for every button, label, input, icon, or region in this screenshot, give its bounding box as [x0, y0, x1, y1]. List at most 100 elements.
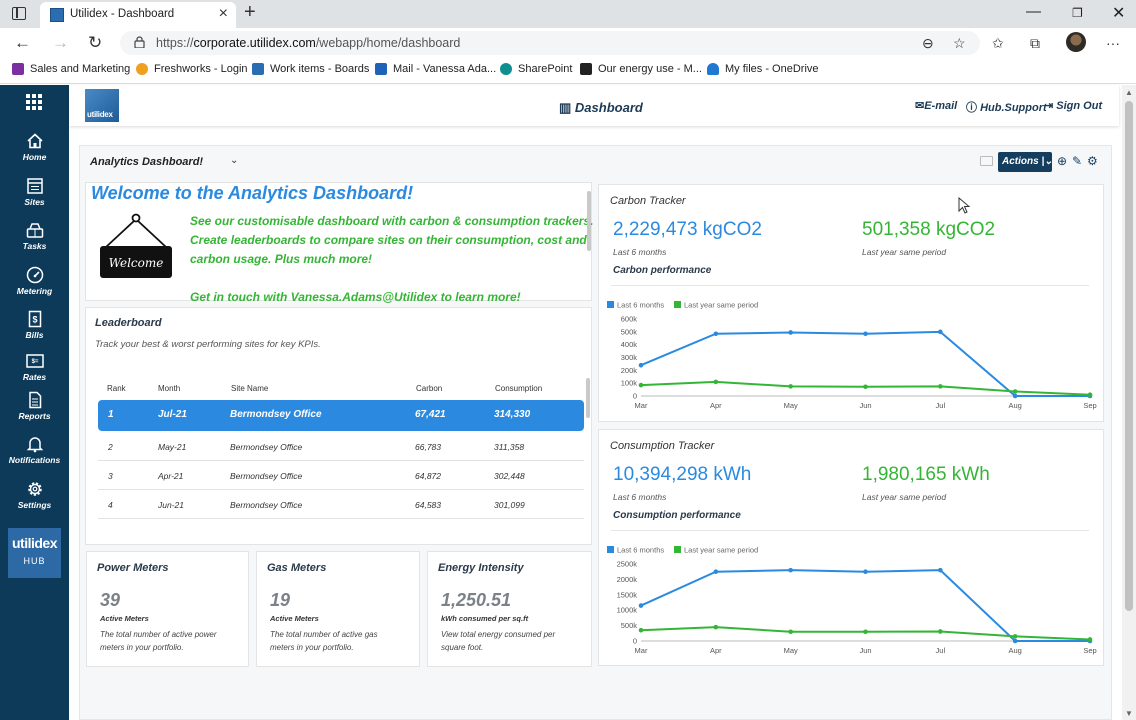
- y-tick-label: 0: [633, 392, 637, 401]
- data-point: [638, 627, 644, 633]
- hub-support-link[interactable]: ⓘ Hub.Support: [966, 102, 1047, 114]
- settings-icon[interactable]: ⚙: [1087, 154, 1098, 168]
- data-point: [863, 384, 868, 390]
- col-carbon[interactable]: Carbon: [416, 384, 443, 393]
- consumption-line-chart[interactable]: Last 6 months Last year same period 2500k 2…: [607, 542, 1102, 664]
- minimize-icon[interactable]: —: [1026, 3, 1041, 20]
- new-tab-icon[interactable]: +: [244, 1, 256, 23]
- carbon-tracker-card: Carbon Tracker 2,229,473 kgCO2 Last 6 mo…: [598, 184, 1104, 422]
- scroll-down-icon[interactable]: ▼: [1125, 709, 1133, 718]
- tab-actions-icon[interactable]: [12, 7, 26, 20]
- gear-icon: [27, 482, 42, 496]
- table-row[interactable]: 4 Jun-21 Bermondsey Office 64,583 301,09…: [98, 490, 584, 519]
- metering-icon: [26, 266, 43, 284]
- profile-avatar[interactable]: [1066, 32, 1086, 52]
- svg-text:$=: $=: [31, 359, 38, 365]
- sidebar-item-settings[interactable]: Settings: [0, 480, 69, 510]
- sidebar-item-tasks[interactable]: Tasks: [0, 221, 69, 251]
- sidebar-item-bills[interactable]: $ Bills: [0, 310, 69, 340]
- fav-onedrive[interactable]: My files - OneDrive: [707, 63, 819, 75]
- data-point: [863, 629, 868, 635]
- app-header: utilidex ▥ Dashboard ✉E-mail ⓘ Hub.Suppo…: [69, 85, 1119, 126]
- fav-sales-marketing[interactable]: Sales and Marketing: [12, 63, 130, 75]
- leaderboard-subtitle: Track your best & worst performing sites…: [95, 339, 321, 350]
- consumption-tracker-card: Consumption Tracker 10,394,298 kWh Last …: [598, 429, 1104, 666]
- more-menu-icon[interactable]: ···: [1106, 35, 1120, 51]
- forward-icon[interactable]: →: [52, 33, 69, 52]
- chevron-down-icon[interactable]: ⌄: [230, 155, 239, 166]
- table-row[interactable]: 1 Jul-21 Bermondsey Office 67,421 314,33…: [98, 400, 584, 431]
- actions-button[interactable]: Actions |⌄: [998, 152, 1053, 172]
- favorite-star-icon[interactable]: ☆: [953, 35, 966, 51]
- y-tick-label: 100k: [621, 379, 638, 388]
- data-point: [788, 330, 793, 335]
- monitor-icon[interactable]: [980, 156, 993, 166]
- table-row[interactable]: 2 May-21 Bermondsey Office 66,783 311,35…: [98, 432, 584, 461]
- power-meters-card[interactable]: Power Meters 39 Active Meters The total …: [86, 551, 249, 667]
- sign-out-link[interactable]: ⇥ Sign Out: [1044, 100, 1103, 112]
- col-month[interactable]: Month: [158, 384, 181, 393]
- scroll-up-icon[interactable]: ▲: [1125, 88, 1133, 97]
- table-row[interactable]: 3 Apr-21 Bermondsey Office 64,872 302,44…: [98, 461, 584, 490]
- data-point: [1087, 392, 1093, 398]
- leaderboard-title: Leaderboard: [95, 317, 162, 329]
- reports-icon: [28, 391, 41, 409]
- sidebar-item-home[interactable]: Home: [0, 132, 69, 162]
- sharepoint-icon: [500, 63, 512, 75]
- welcome-scrollbar[interactable]: [587, 191, 591, 251]
- col-rank[interactable]: Rank: [107, 384, 126, 393]
- edit-icon[interactable]: ✎: [1072, 154, 1083, 168]
- collections-icon[interactable]: ⧉: [1030, 35, 1040, 51]
- data-point: [1012, 634, 1018, 639]
- sidebar-item-reports[interactable]: Reports: [0, 391, 69, 421]
- col-site-name[interactable]: Site Name: [231, 384, 269, 393]
- browser-tab[interactable]: Utilidex - Dashboard ×: [40, 2, 236, 28]
- scroll-thumb[interactable]: [1125, 101, 1133, 611]
- refresh-icon[interactable]: ↻: [88, 33, 103, 52]
- carbon-prev-value: 501,358 kgCO2: [862, 219, 996, 240]
- data-point: [638, 603, 644, 608]
- sidebar-item-sites[interactable]: Sites: [0, 177, 69, 207]
- fav-work-items[interactable]: Work items - Boards: [252, 63, 369, 75]
- gas-meters-card[interactable]: Gas Meters 19 Active Meters The total nu…: [256, 551, 420, 667]
- email-link[interactable]: ✉E-mail: [915, 100, 958, 112]
- fav-freshworks[interactable]: Freshworks - Login: [136, 63, 248, 75]
- utilidex-hub-logo[interactable]: utilidex HUB: [8, 528, 61, 578]
- back-icon[interactable]: ←: [14, 33, 31, 52]
- sidebar-item-rates[interactable]: $= Rates: [0, 352, 69, 382]
- carbon-line-chart[interactable]: Last 6 months Last year same period 600k 50…: [607, 297, 1102, 419]
- data-point: [938, 567, 943, 573]
- col-consumption[interactable]: Consumption: [495, 384, 543, 393]
- home-icon: [26, 133, 43, 149]
- fav-mail[interactable]: Mail - Vanessa Ada...: [375, 63, 496, 75]
- favorites-icon[interactable]: ✩: [992, 35, 1004, 51]
- url-field[interactable]: https://corporate.utilidex.com/webapp/ho…: [120, 31, 980, 55]
- add-icon[interactable]: ⊕: [1057, 154, 1068, 168]
- leaderboard-scrollbar[interactable]: [586, 378, 590, 418]
- x-tick-label: May: [784, 401, 798, 410]
- restore-icon[interactable]: ❐: [1072, 6, 1083, 20]
- question-icon: ⓘ: [966, 102, 977, 114]
- sidebar-item-metering[interactable]: Metering: [0, 266, 69, 296]
- fav-sharepoint[interactable]: SharePoint: [500, 63, 572, 75]
- x-tick-label: Jul: [936, 646, 946, 655]
- dashboard-selector[interactable]: Analytics Dashboard!: [90, 156, 204, 168]
- tab-close-icon[interactable]: ×: [218, 5, 228, 22]
- utilidex-logo[interactable]: utilidex: [85, 89, 119, 122]
- sidebar-item-notifications[interactable]: Notifications: [0, 435, 69, 465]
- legend-label: Last 6 months: [617, 546, 664, 555]
- tab-title: Utilidex - Dashboard: [70, 8, 175, 20]
- energy-intensity-card[interactable]: Energy Intensity 1,250.51 kWh consumed p…: [427, 551, 592, 667]
- welcome-sign-icon: Welcome: [100, 213, 172, 278]
- x-tick-label: Sep: [1083, 401, 1096, 410]
- window-close-icon[interactable]: ✕: [1112, 5, 1126, 22]
- page-scrollbar[interactable]: ▲ ▼: [1122, 85, 1136, 720]
- y-tick-label: 500k: [621, 621, 638, 630]
- legend-swatch: [674, 546, 681, 553]
- fav-energy-use[interactable]: Our energy use - M...: [580, 63, 702, 75]
- legend-swatch: [607, 301, 614, 308]
- dashboard-area: Analytics Dashboard! ⌄ Actions |⌄ ⊕ ✎ ⚙ …: [79, 145, 1112, 720]
- zoom-icon[interactable]: ⊖: [922, 35, 934, 51]
- y-tick-label: 0: [633, 637, 637, 646]
- app-grid-icon[interactable]: [26, 94, 42, 110]
